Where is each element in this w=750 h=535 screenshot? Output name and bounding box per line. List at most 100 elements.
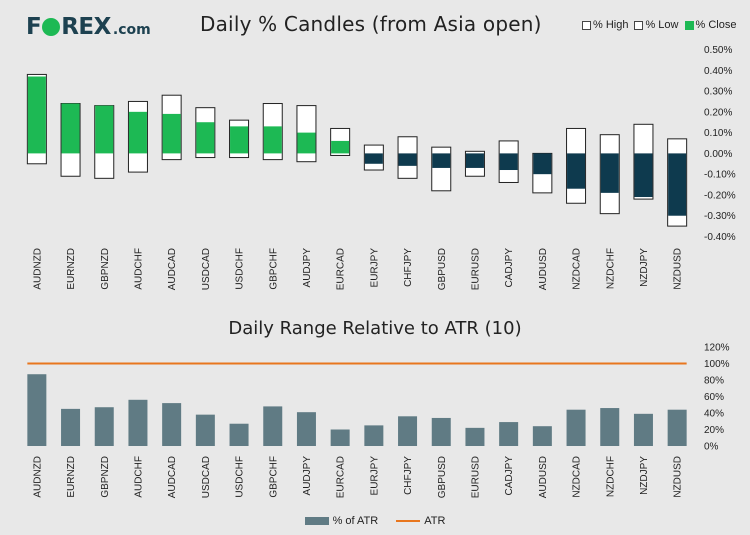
candles-x-label: USDCHF	[235, 248, 246, 290]
atr-bar	[27, 374, 47, 446]
atr-bar	[61, 408, 81, 446]
logo-suffix: .com	[112, 22, 151, 38]
candles-x-label: USDCAD	[201, 248, 212, 290]
atr-x-label: USDCHF	[235, 456, 246, 498]
candles-x-label: EURUSD	[470, 248, 481, 290]
atr-y-tick: 100%	[704, 359, 730, 370]
atr-x-label: NZDCHF	[605, 456, 616, 497]
atr-x-label: EURNZD	[66, 456, 77, 498]
atr-x-label: NZDJPY	[639, 456, 650, 495]
atr-bar	[229, 423, 249, 446]
atr-x-label: NZDUSD	[673, 456, 684, 498]
candle-body	[499, 153, 518, 171]
candle-body	[600, 153, 619, 193]
candles-chart-title: Daily % Candles (from Asia open)	[200, 12, 542, 36]
atr-bar	[566, 409, 586, 446]
candle-body	[61, 103, 80, 154]
atr-x-label: GBPNZD	[100, 456, 111, 498]
candle-body	[27, 76, 46, 154]
atr-bar	[499, 422, 519, 446]
atr-x-label: GBPCHF	[268, 456, 279, 498]
atr-y-tick: 0%	[704, 442, 719, 453]
candles-y-tick: 0.00%	[704, 149, 732, 160]
candles-x-label: NZDJPY	[639, 248, 650, 287]
candle-body	[162, 113, 181, 154]
atr-bar	[465, 427, 485, 446]
logo-text-f: F	[26, 14, 42, 40]
atr-x-label: EURJPY	[369, 456, 380, 496]
legend-pct-atr-label: % of ATR	[332, 515, 379, 527]
atr-bar	[398, 416, 418, 446]
atr-bar	[296, 412, 316, 446]
atr-x-label: GBPUSD	[437, 456, 448, 498]
legend-close-label: % Close	[695, 19, 737, 31]
atr-y-tick: 40%	[704, 409, 724, 420]
atr-x-label: CHFJPY	[403, 456, 414, 495]
candle-body	[668, 153, 687, 216]
candles-x-label: AUDCAD	[167, 248, 178, 290]
atr-x-label: AUDUSD	[538, 456, 549, 498]
atr-x-label: NZDCAD	[572, 456, 583, 498]
candles-x-label: AUDCHF	[133, 248, 144, 290]
logo-o-icon	[42, 18, 61, 36]
candles-y-tick: -0.20%	[704, 190, 736, 201]
atr-x-label: AUDCAD	[167, 456, 178, 498]
candles-y-tick: 0.20%	[704, 107, 732, 118]
candles-x-label: GBPNZD	[100, 248, 111, 290]
legend-atr-label: ATR	[424, 515, 446, 527]
candle-body	[297, 132, 316, 154]
atr-bar	[532, 426, 552, 446]
candles-x-label: EURNZD	[66, 248, 77, 290]
candles-x-label: AUDNZD	[32, 248, 43, 290]
candles-y-tick: 0.50%	[704, 45, 732, 56]
candle-body	[263, 126, 282, 154]
atr-x-label: AUDJPY	[302, 456, 313, 496]
candle-body	[128, 111, 147, 154]
candle-body	[398, 153, 417, 166]
candle-body	[432, 153, 451, 168]
forex-logo: F REX .com	[26, 14, 151, 40]
legend-low-swatch	[634, 20, 644, 30]
atr-chart-title: Daily Range Relative to ATR (10)	[228, 318, 522, 339]
candles-y-tick: -0.30%	[704, 211, 736, 222]
candle-body	[364, 153, 383, 164]
legend-close-swatch	[684, 20, 694, 30]
legend-pct-atr-swatch	[304, 517, 329, 525]
legend-atr-swatch	[396, 520, 421, 522]
atr-x-label: EURUSD	[470, 456, 481, 498]
atr-x-label: AUDCHF	[133, 456, 144, 498]
atr-y-tick: 60%	[704, 392, 724, 403]
legend-high-label: % High	[593, 19, 629, 31]
candle-body	[634, 153, 653, 198]
candles-chart: 0.50% 0.40% 0.30% 0.20% 0.10% 0.00% -0.10% -0.2…	[26, 45, 736, 290]
candles-y-tick: 0.40%	[704, 66, 732, 77]
atr-bar	[330, 429, 350, 446]
candles-y-tick: -0.10%	[704, 170, 736, 181]
candles-x-label: GBPUSD	[437, 248, 448, 290]
candles-x-label: CHFJPY	[403, 248, 414, 287]
logo-text-rex: REX	[61, 14, 111, 40]
candles-x-label: GBPCHF	[268, 248, 279, 290]
legend-item-close: % Close	[684, 19, 737, 31]
candles-x-label: EURJPY	[369, 248, 380, 288]
atr-bar	[364, 425, 384, 446]
candles-x-label: EURCAD	[336, 248, 347, 290]
atr-bar	[667, 409, 687, 446]
atr-bar	[600, 408, 620, 446]
atr-bar	[128, 399, 148, 446]
atr-legend: % of ATR ATR	[0, 515, 750, 527]
candles-x-label: NZDCAD	[572, 248, 583, 290]
legend-item-atr: ATR	[396, 515, 445, 527]
candle-body	[230, 126, 249, 154]
candle-body	[465, 153, 484, 168]
legend-high-swatch	[582, 20, 591, 30]
legend-item-pct-atr: % of ATR	[304, 515, 379, 527]
atr-y-tick: 80%	[704, 376, 724, 387]
atr-y-tick: 20%	[704, 425, 724, 436]
candles-y-tick: 0.10%	[704, 128, 732, 139]
atr-bar	[633, 413, 653, 446]
candle-body	[533, 153, 552, 175]
atr-bar	[94, 407, 114, 446]
